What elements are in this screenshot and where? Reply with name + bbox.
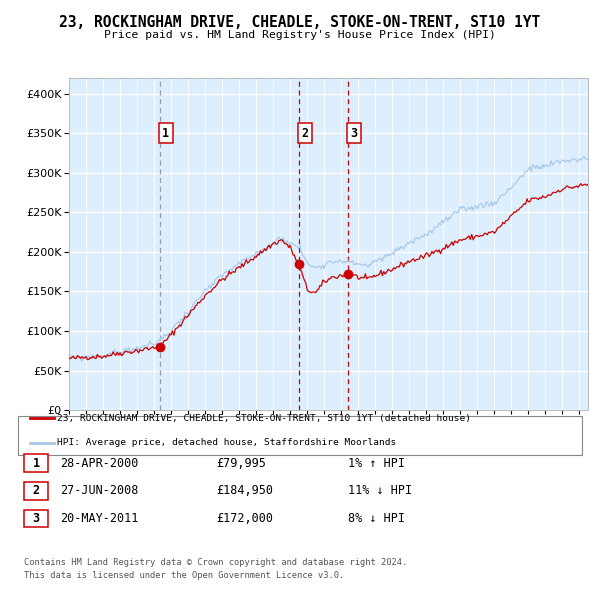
Text: 28-APR-2000: 28-APR-2000: [60, 457, 139, 470]
Text: 3: 3: [32, 512, 40, 525]
Text: 23, ROCKINGHAM DRIVE, CHEADLE, STOKE-ON-TRENT, ST10 1YT: 23, ROCKINGHAM DRIVE, CHEADLE, STOKE-ON-…: [59, 15, 541, 30]
Text: £172,000: £172,000: [216, 512, 273, 525]
Text: 8% ↓ HPI: 8% ↓ HPI: [348, 512, 405, 525]
Text: 23, ROCKINGHAM DRIVE, CHEADLE, STOKE-ON-TRENT, ST10 1YT (detached house): 23, ROCKINGHAM DRIVE, CHEADLE, STOKE-ON-…: [57, 414, 471, 422]
Text: Price paid vs. HM Land Registry's House Price Index (HPI): Price paid vs. HM Land Registry's House …: [104, 30, 496, 40]
Text: 11% ↓ HPI: 11% ↓ HPI: [348, 484, 412, 497]
Text: 2: 2: [301, 127, 308, 140]
Text: 27-JUN-2008: 27-JUN-2008: [60, 484, 139, 497]
Text: £79,995: £79,995: [216, 457, 266, 470]
Text: 2: 2: [32, 484, 40, 497]
Text: £184,950: £184,950: [216, 484, 273, 497]
Text: 3: 3: [350, 127, 358, 140]
Text: 1% ↑ HPI: 1% ↑ HPI: [348, 457, 405, 470]
Text: 1: 1: [162, 127, 169, 140]
Text: Contains HM Land Registry data © Crown copyright and database right 2024.: Contains HM Land Registry data © Crown c…: [24, 558, 407, 566]
Text: 20-MAY-2011: 20-MAY-2011: [60, 512, 139, 525]
Text: 1: 1: [32, 457, 40, 470]
Text: This data is licensed under the Open Government Licence v3.0.: This data is licensed under the Open Gov…: [24, 571, 344, 579]
Text: HPI: Average price, detached house, Staffordshire Moorlands: HPI: Average price, detached house, Staf…: [57, 438, 396, 447]
